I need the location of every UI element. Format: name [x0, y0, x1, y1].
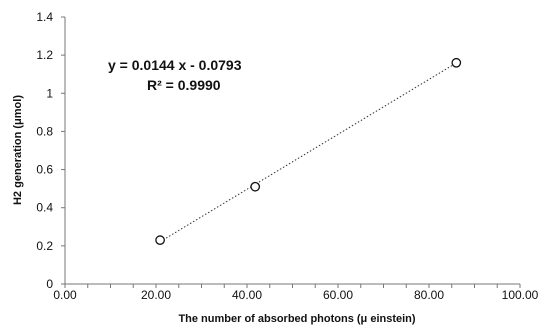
equation-annotation: y = 0.0144 x - 0.0793 [108, 57, 242, 73]
y-axis-title: H2 generation (μmol) [12, 95, 24, 205]
y-tick-label: 0.2 [36, 239, 53, 253]
data-point [155, 235, 165, 245]
trendline [159, 62, 457, 243]
y-tick-label: 0 [46, 277, 53, 291]
x-tick-label: 60.00 [323, 288, 353, 302]
y-tick-label: 1.2 [36, 48, 53, 62]
data-points [155, 57, 462, 245]
y-tick-label: 0.8 [36, 124, 53, 138]
data-point [250, 181, 261, 192]
x-tick-label: 80.00 [414, 288, 444, 302]
y-tick-label: 1.4 [36, 10, 53, 24]
y-tick-label: 1 [46, 86, 53, 100]
r-squared-annotation: R² = 0.9990 [147, 77, 221, 93]
x-tick-label: 20.00 [141, 288, 171, 302]
ticks: 0 0.2 0.4 0.6 0.8 1 1.2 1.4 0.00 20.00 40.00 60.00 8… [36, 10, 538, 302]
x-tick-label: 40.00 [232, 288, 262, 302]
y-tick-label: 0.6 [36, 163, 53, 177]
y-tick-label: 0.4 [36, 201, 53, 215]
x-tick-label: 0.00 [53, 288, 77, 302]
trendline-group [159, 62, 457, 243]
data-point [451, 57, 462, 68]
x-tick-label: 100.00 [502, 288, 539, 302]
x-axis-title: The number of absorbed photons (μ einste… [178, 313, 415, 325]
